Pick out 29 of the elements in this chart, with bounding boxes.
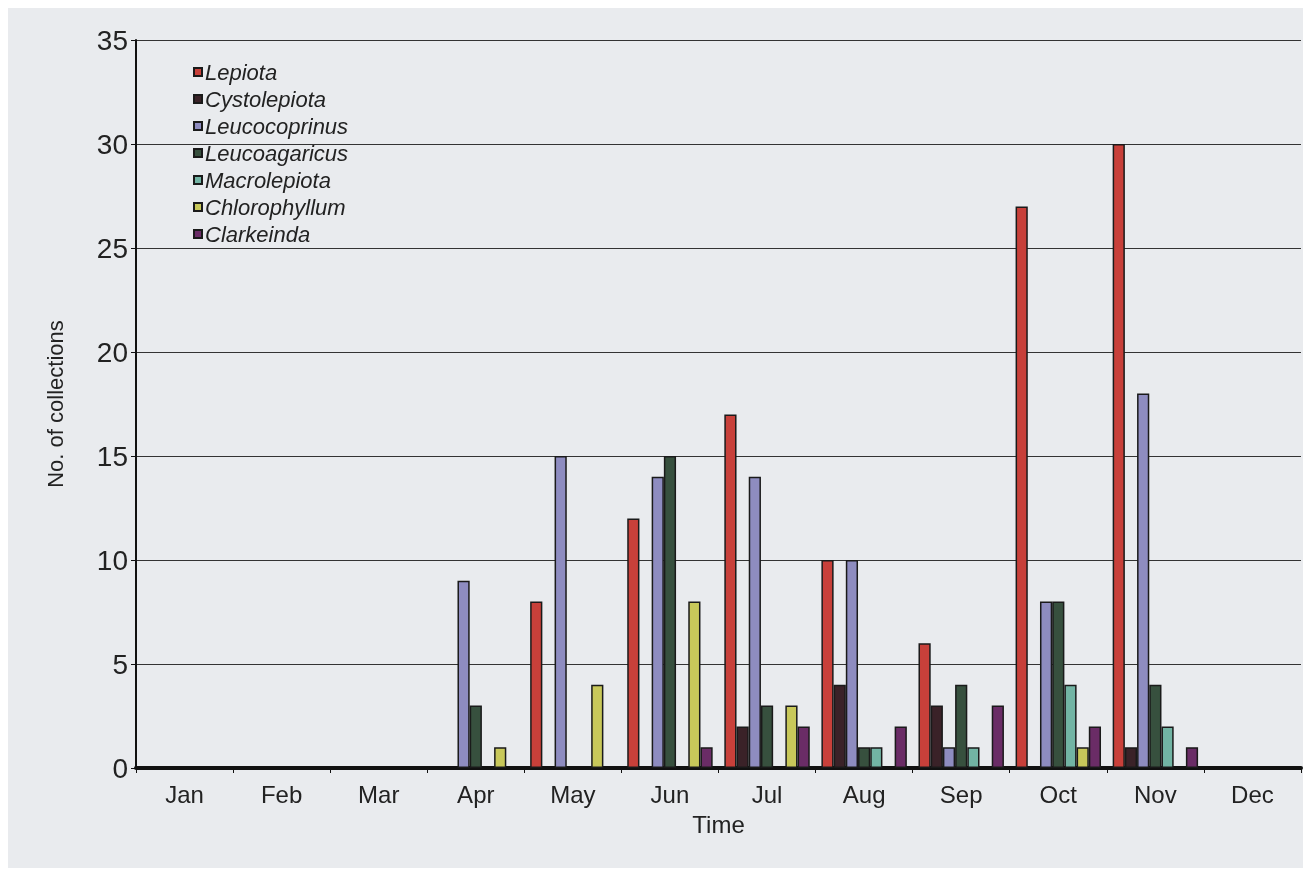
x-tick-label: Jul [751,780,783,808]
x-tick-label: Oct [1039,780,1078,808]
x-tick-label: Sep [939,780,983,808]
y-tick-label: 15 [96,440,128,472]
y-tick-label: 5 [112,648,128,680]
legend-label: Leucoagaricus [205,140,349,166]
x-tick-label: Aug [842,780,886,808]
y-tick-label: 10 [96,544,128,576]
y-tick-label: 30 [96,128,128,160]
y-tick-label: 0 [112,752,128,784]
x-tick-label: Apr [457,780,495,808]
x-axis-title: Time [692,810,745,838]
x-tick-label: Jan [165,780,204,808]
x-tick-label: Mar [358,780,400,808]
y-tick-label: 20 [96,336,128,368]
x-tick-label: Feb [260,780,303,808]
x-tick-label: Jun [650,780,690,808]
legend-label: Clarkeinda [205,221,311,247]
y-tick-label: 25 [96,232,128,264]
legend-label: Cystolepiota [205,86,327,112]
legend-label: Leucocoprinus [205,113,349,139]
x-tick-label: May [550,780,596,808]
y-axis-title: No. of collections [42,320,68,488]
x-tick-label: Dec [1231,780,1274,808]
y-tick-label: 35 [96,24,128,56]
x-tick-label: Nov [1134,780,1177,808]
legend-label: Lepiota [205,59,278,85]
legend-label: Macrolepiota [205,167,331,193]
legend-label: Chlorophyllum [205,194,346,220]
